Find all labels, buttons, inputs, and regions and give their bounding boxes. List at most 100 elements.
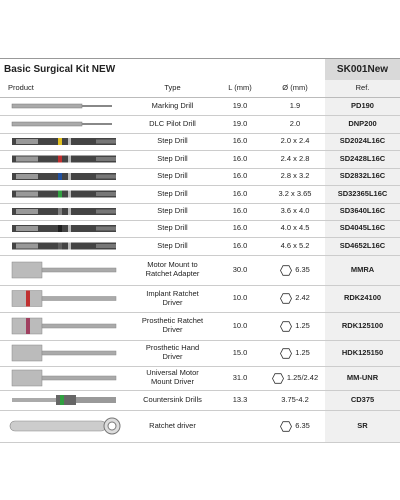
ref-cell: DNP200 — [348, 118, 377, 128]
ref-cell: CD375 — [350, 394, 375, 404]
length-cell: 13.3 — [232, 394, 248, 404]
row-rule — [0, 410, 400, 411]
ref-cell: SR — [357, 420, 368, 430]
ref-cell: MM-UNR — [346, 372, 379, 382]
diameter: 2.4 x 2.8 — [280, 153, 310, 163]
ref-cell: MMRA — [350, 264, 375, 274]
type-cell: Countersink Drills — [143, 394, 202, 404]
product-image — [11, 317, 117, 335]
length-cell: 19.0 — [232, 118, 248, 128]
diameter-cell: 1.25 — [265, 340, 325, 366]
header-rule — [0, 97, 400, 98]
hex-icon — [280, 347, 293, 359]
hex-icon — [280, 320, 293, 332]
kit-code: SK001New — [325, 59, 400, 80]
type-cell: Ratchet driver — [149, 420, 196, 430]
product-image — [12, 138, 116, 145]
length-cell: 15.0 — [232, 347, 248, 357]
column-header: Ref. — [355, 83, 370, 93]
ref-cell: SD32365L16C — [337, 188, 388, 198]
product-image — [12, 225, 116, 232]
row-rule — [0, 255, 400, 256]
diameter: 4.6 x 5.2 — [280, 240, 310, 250]
length-cell: 30.0 — [232, 264, 248, 274]
type-cell: Step Drill — [157, 136, 188, 146]
ref-cell: SD2832L16C — [339, 171, 386, 181]
row-rule — [0, 150, 400, 151]
row-rule — [0, 185, 400, 186]
diameter: 1.25 — [295, 347, 310, 357]
rule — [0, 58, 400, 59]
diameter-cell: 1.25 — [265, 312, 325, 340]
product-image — [11, 103, 112, 109]
product-image — [11, 290, 117, 307]
diameter-cell: 3.75-4.2 — [265, 390, 325, 410]
diameter: 2.42 — [295, 293, 310, 303]
diameter: 1.9 — [289, 100, 301, 110]
diameter: 2.0 — [289, 118, 301, 128]
product-image — [11, 121, 112, 127]
row-rule — [0, 340, 400, 341]
product-image — [12, 208, 116, 215]
diameter-cell: 4.6 x 5.2 — [265, 237, 325, 255]
ref-cell: RDK24100 — [343, 293, 382, 303]
length-cell: 10.0 — [232, 293, 248, 303]
row-rule — [0, 390, 400, 391]
column-header: L (mm) — [228, 83, 252, 93]
length-cell: 16.0 — [232, 153, 248, 163]
length-cell — [215, 410, 265, 442]
product-image — [9, 417, 121, 435]
row-rule — [0, 168, 400, 169]
title: Basic Surgical Kit NEW — [4, 64, 116, 75]
ref-cell: HDK125150 — [341, 347, 384, 357]
diameter: 3.75-4.2 — [281, 394, 309, 404]
type-cell: Motor Mount to Ratchet Adapter — [145, 260, 200, 278]
diameter-cell: 4.0 x 4.5 — [265, 220, 325, 237]
row-rule — [0, 285, 400, 286]
diameter: 2.8 x 3.2 — [280, 171, 310, 181]
length-cell: 16.0 — [232, 136, 248, 146]
diameter: 6.35 — [295, 420, 310, 430]
product-image — [12, 395, 116, 405]
diameter-cell: 3.2 x 3.65 — [265, 185, 325, 203]
length-cell: 16.0 — [232, 188, 248, 198]
type-cell: Step Drill — [157, 171, 188, 181]
hex-icon — [280, 420, 293, 432]
type-cell: Prosthetic Ratchet Driver — [141, 316, 204, 334]
diameter-cell: 2.4 x 2.8 — [265, 150, 325, 168]
diameter: 1.25/2.42 — [286, 372, 319, 382]
row-rule — [0, 133, 400, 134]
diameter-cell: 1.25/2.42 — [265, 366, 325, 390]
type-cell: Universal Motor Mount Driver — [146, 368, 199, 386]
product-image — [11, 369, 117, 387]
ref-cell: SD2428L16C — [339, 153, 386, 163]
diameter-cell: 2.42 — [265, 285, 325, 312]
row-rule — [0, 203, 400, 204]
diameter-cell: 2.0 — [265, 115, 325, 133]
diameter-cell: 2.8 x 3.2 — [265, 168, 325, 185]
product-image — [12, 190, 116, 198]
diameter: 6.35 — [295, 264, 310, 274]
type-cell: Step Drill — [157, 153, 188, 163]
ref-cell: SD4652L16C — [339, 240, 386, 250]
diameter: 3.2 x 3.65 — [278, 188, 312, 198]
product-image — [11, 344, 117, 362]
hex-icon — [271, 372, 284, 384]
row-rule — [0, 312, 400, 313]
diameter-cell: 2.0 x 2.4 — [265, 133, 325, 150]
type-cell: Step Drill — [157, 206, 188, 216]
type-cell: Step Drill — [157, 240, 188, 250]
type-cell: Prosthetic Hand Driver — [145, 343, 200, 361]
column-header: Ø (mm) — [282, 83, 308, 93]
diameter: 2.0 x 2.4 — [280, 136, 310, 146]
diameter-cell: 6.35 — [265, 255, 325, 285]
type-cell: Implant Ratchet Driver — [146, 288, 199, 307]
row-rule — [0, 220, 400, 221]
hex-icon — [280, 264, 293, 276]
column-header: Product — [8, 83, 34, 93]
length-cell: 16.0 — [232, 206, 248, 216]
diameter-cell: 3.6 x 4.0 — [265, 203, 325, 220]
row-rule — [0, 366, 400, 367]
product-image — [11, 261, 117, 279]
ref-cell: RDK125100 — [341, 320, 384, 330]
